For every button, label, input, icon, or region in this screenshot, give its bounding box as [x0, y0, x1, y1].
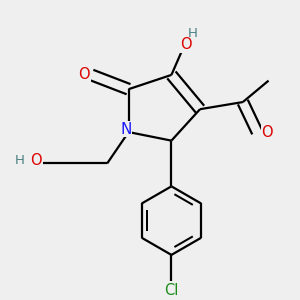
Text: Cl: Cl: [164, 283, 178, 298]
Text: O: O: [180, 38, 191, 52]
Text: O: O: [30, 153, 41, 168]
Text: O: O: [261, 124, 273, 140]
Text: H: H: [188, 27, 198, 40]
Text: O: O: [79, 68, 90, 82]
Text: H: H: [14, 154, 24, 167]
Text: N: N: [120, 122, 131, 137]
